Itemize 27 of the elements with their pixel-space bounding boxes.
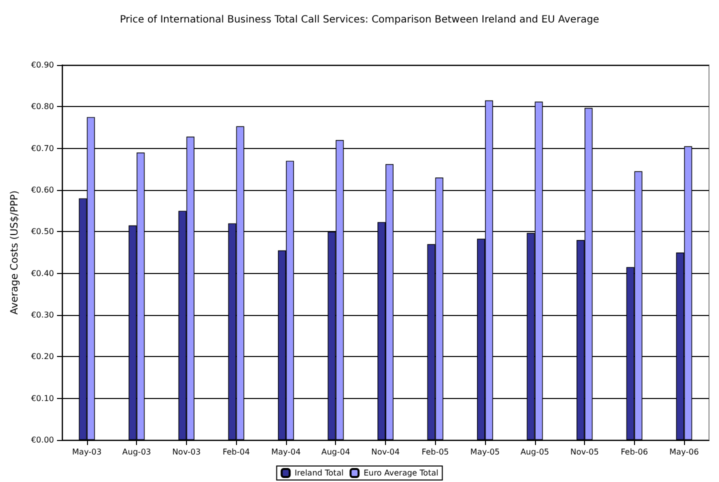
x-tick-label: May-05 — [470, 448, 500, 456]
x-tick-label: Nov-04 — [371, 448, 400, 456]
x-tick-label: Aug-05 — [520, 448, 550, 456]
y-tick-label: €0.40 — [31, 268, 54, 278]
y-tick-label: €0.10 — [31, 394, 54, 403]
x-tick-label: Nov-03 — [172, 448, 201, 456]
y-tick-label: €0.00 — [31, 436, 54, 444]
y-tick-label: €0.20 — [31, 352, 54, 362]
x-tick-label: Aug-04 — [321, 448, 350, 456]
y-tick-label: €0.90 — [31, 60, 54, 70]
y-tick-label: €0.60 — [31, 186, 54, 194]
legend-label: Ireland Total — [294, 468, 344, 478]
y-axis-title: Average Costs (US$/PPP) — [10, 190, 21, 315]
y-tick-label: €0.80 — [31, 102, 54, 112]
x-tick-label: May-03 — [72, 448, 102, 456]
y-tick-label: €0.30 — [31, 310, 54, 320]
chart-title: Price of International Business Total Call Services: Comparison Between Ireland and EU Average — [120, 14, 600, 26]
y-tick-label: €0.70 — [31, 144, 54, 153]
x-tick-label: Feb-04 — [222, 448, 250, 456]
x-tick-label: Nov-05 — [570, 448, 599, 456]
x-tick-label: May-04 — [271, 448, 301, 456]
y-tick-label: €0.50 — [31, 227, 54, 236]
legend-label: Euro Average Total — [364, 468, 438, 478]
x-tick-label: Feb-05 — [422, 448, 449, 456]
x-tick-label: Aug-03 — [122, 448, 151, 456]
x-tick-label: Feb-06 — [620, 448, 648, 456]
x-tick-label: May-06 — [669, 448, 699, 456]
